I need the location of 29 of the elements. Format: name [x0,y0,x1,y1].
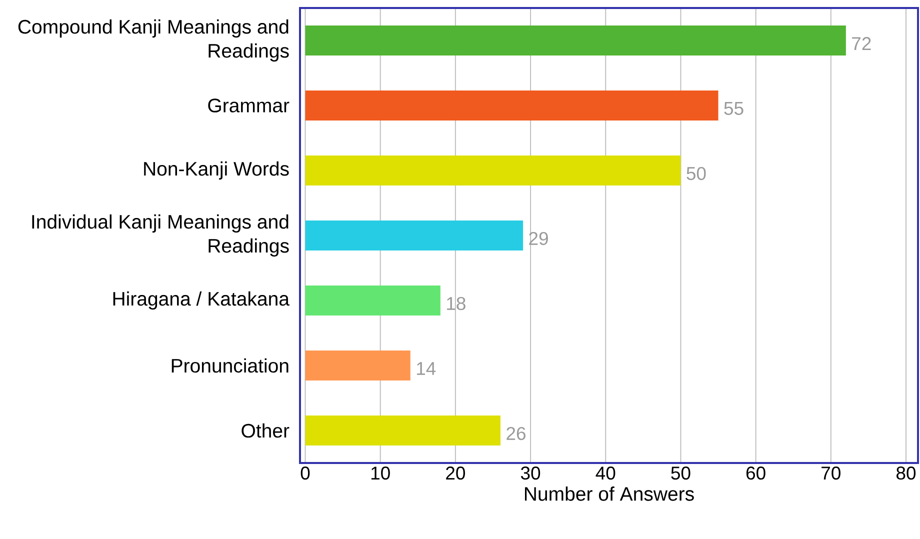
x-tick-label: 0 [300,466,310,480]
x-tick-label: 50 [671,466,690,480]
data-label: 14 [417,362,436,375]
bar [305,26,846,56]
x-tick-label: 60 [746,466,766,480]
x-axis-title: Number of Answers [524,486,694,501]
bar [305,156,681,186]
bar [305,416,500,446]
bar [305,90,718,120]
x-tick-label: 40 [596,466,616,480]
data-label: 26 [506,426,526,440]
x-tick-label: 10 [371,466,390,480]
x-tick-label: 20 [446,466,466,480]
y-tick-label: Compound Kanji Meanings and Readings [18,19,289,62]
data-label: 50 [686,166,706,180]
y-tick-label: Grammar [208,98,290,112]
x-tick-label: 70 [822,466,840,480]
y-tick-label: Pronunciation [172,358,288,373]
x-tick-label: 80 [896,466,916,480]
bar [305,286,440,316]
y-tick-label: Hiragana / Katakana [113,291,290,310]
bar [305,350,410,380]
y-tick-label: Non-Kanji Words [144,161,289,180]
y-tick-label: Individual Kanji Meanings and Readings [32,214,289,257]
data-label: 55 [724,102,744,115]
x-tick-label: 30 [520,466,540,480]
y-tick-label: Other [242,423,290,438]
bar [305,220,524,250]
data-label: 72 [852,37,871,50]
